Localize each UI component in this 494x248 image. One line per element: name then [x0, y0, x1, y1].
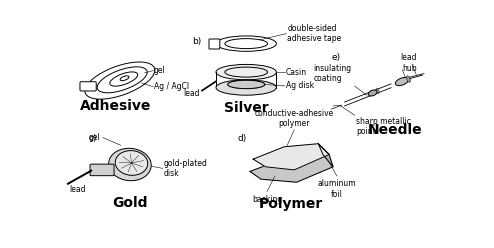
FancyBboxPatch shape — [80, 82, 96, 91]
Ellipse shape — [368, 90, 377, 96]
FancyBboxPatch shape — [90, 164, 114, 176]
Text: aluminum
foil: aluminum foil — [318, 179, 356, 199]
Ellipse shape — [376, 89, 379, 93]
Text: gel: gel — [154, 66, 165, 75]
Text: Casin: Casin — [286, 68, 307, 77]
Polygon shape — [318, 144, 333, 167]
Text: Gold: Gold — [112, 196, 148, 210]
Ellipse shape — [216, 64, 277, 80]
Ellipse shape — [225, 39, 268, 49]
Ellipse shape — [97, 67, 147, 93]
Text: b): b) — [192, 37, 201, 46]
Polygon shape — [250, 155, 333, 182]
FancyBboxPatch shape — [209, 39, 220, 49]
Ellipse shape — [216, 80, 277, 95]
Text: Needle: Needle — [368, 123, 422, 137]
Text: Silver: Silver — [224, 100, 269, 115]
Ellipse shape — [115, 151, 148, 175]
Text: Polymer: Polymer — [258, 197, 323, 211]
Text: insulating
coating: insulating coating — [313, 63, 351, 83]
Ellipse shape — [109, 148, 151, 181]
Ellipse shape — [407, 76, 411, 82]
Text: e): e) — [331, 53, 340, 62]
Text: Ag disk: Ag disk — [286, 82, 314, 91]
Text: lead: lead — [400, 53, 417, 62]
Text: gel: gel — [89, 133, 100, 142]
Text: double-sided
adhesive tape: double-sided adhesive tape — [288, 24, 341, 43]
Ellipse shape — [120, 76, 129, 81]
Text: hub: hub — [402, 64, 416, 73]
Ellipse shape — [395, 77, 409, 86]
Text: sharp metallic
point: sharp metallic point — [356, 117, 411, 136]
Text: Adhesive: Adhesive — [81, 99, 152, 113]
Text: Ag / AgCl: Ag / AgCl — [154, 82, 189, 91]
Polygon shape — [253, 144, 329, 170]
Text: c): c) — [89, 134, 97, 144]
Text: backing: backing — [252, 194, 282, 204]
Ellipse shape — [228, 80, 265, 89]
Ellipse shape — [216, 36, 277, 51]
Text: conductive-adhesive
polymer: conductive-adhesive polymer — [254, 109, 334, 128]
Ellipse shape — [85, 62, 155, 99]
Ellipse shape — [110, 72, 138, 86]
Text: lead: lead — [183, 89, 200, 98]
Text: gold-plated
disk: gold-plated disk — [164, 159, 207, 178]
Text: d): d) — [238, 134, 247, 144]
Text: lead: lead — [69, 186, 85, 194]
